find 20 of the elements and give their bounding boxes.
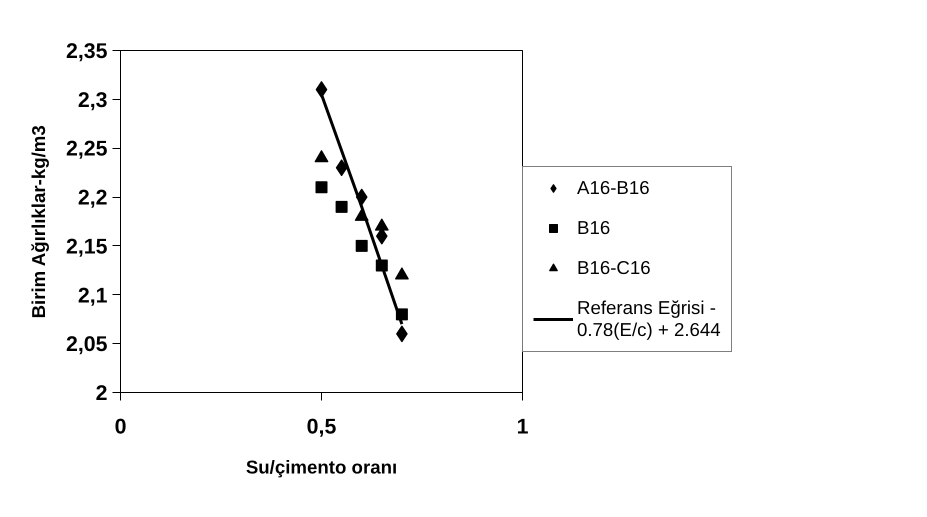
x-tick-label: 0 bbox=[114, 414, 126, 438]
x-tick-label: 1 bbox=[516, 414, 529, 438]
legend-label: Referans Eğrisi - 0.78(E/c) + 2.644 bbox=[577, 297, 721, 341]
legend-label: B16 bbox=[577, 217, 610, 239]
y-tick-label: 2 bbox=[96, 381, 108, 405]
y-tick-label: 2,25 bbox=[66, 136, 108, 161]
legend-label: A16-B16 bbox=[577, 177, 650, 199]
legend-label: B16-C16 bbox=[577, 257, 651, 279]
point bbox=[316, 181, 328, 194]
point bbox=[356, 240, 368, 252]
y-tick-label: 2,05 bbox=[66, 332, 108, 356]
y-tick-label: 2,15 bbox=[66, 234, 108, 258]
y-tick-label: 2,3 bbox=[78, 88, 108, 112]
x-axis-title: Su/çimento oranı bbox=[246, 456, 398, 478]
y-axis-title: Birim Ağırlıklar-kg/m3 bbox=[28, 125, 49, 318]
y-tick-label: 2,35 bbox=[66, 39, 108, 63]
y-tick-label: 2,1 bbox=[78, 283, 108, 308]
y-tick-label: 2,2 bbox=[78, 186, 108, 210]
x-tick-label: 0,5 bbox=[306, 414, 336, 438]
point bbox=[336, 200, 348, 213]
